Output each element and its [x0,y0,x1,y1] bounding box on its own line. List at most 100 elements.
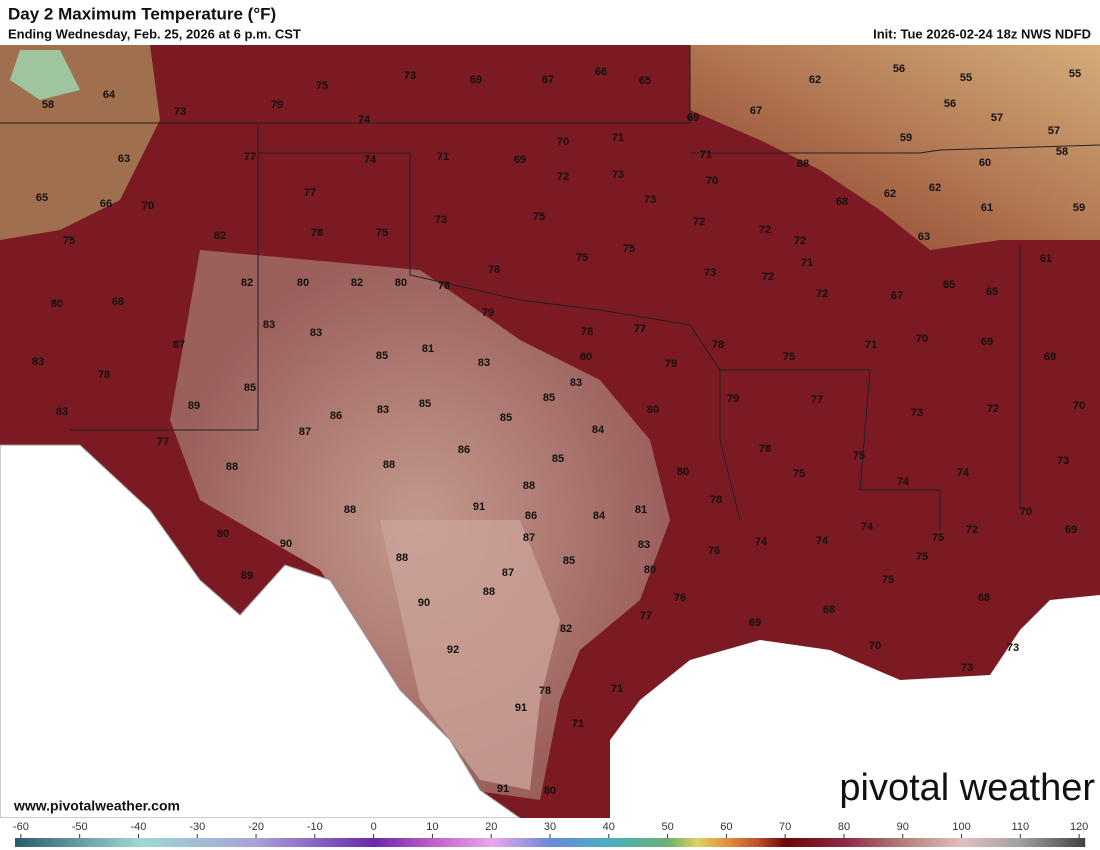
temperature-label: 86 [330,410,342,422]
colorbar-cell [289,838,292,847]
temperature-label: 88 [396,552,408,564]
colorbar-cell [961,838,964,847]
colorbar-cell [649,838,652,847]
colorbar-cell [523,838,526,847]
temperature-label: 82 [560,623,572,635]
colorbar-cell [1035,838,1038,847]
colorbar-cell [697,838,700,847]
colorbar-cell [879,838,882,847]
colorbar-cell [691,838,694,847]
colorbar-cell [835,838,838,847]
colorbar-cell [345,838,348,847]
temperature-label: 84 [593,510,606,522]
colorbar-cell [429,838,432,847]
colorbar-cell [1017,838,1020,847]
colorbar-cell [399,838,402,847]
colorbar-cell [631,838,634,847]
colorbar-cell [843,838,846,847]
colorbar-cell [367,838,370,847]
colorbar-cell [421,838,424,847]
colorbar-cell [547,838,550,847]
temperature-label: 79 [482,307,494,319]
temperature-label: 70 [557,136,569,148]
temperature-label: 83 [263,319,275,331]
colorbar-cell [789,838,792,847]
colorbar-cell [401,838,404,847]
colorbar-cell [1065,838,1068,847]
temperature-label: 80 [677,466,689,478]
colorbar-cell [1079,838,1082,847]
temperature-label: 78 [581,326,593,338]
colorbar-cell [91,838,94,847]
colorbar-cell [931,838,934,847]
colorbar-cell [415,838,418,847]
colorbar-cell [657,838,660,847]
colorbar-cell [775,838,778,847]
colorbar-cell [625,838,628,847]
temperature-label: 75 [853,450,865,462]
temperature-label: 72 [794,235,806,247]
colorbar-cell [601,838,604,847]
colorbar-cell [717,838,720,847]
colorbar-cell [913,838,916,847]
colorbar-cell [803,838,806,847]
colorbar-cell [199,838,202,847]
colorbar-cell [1003,838,1006,847]
temperature-label: 79 [271,99,283,111]
temperature-label: 77 [157,436,169,448]
colorbar-cell [545,838,548,847]
colorbar-cell [899,838,902,847]
colorbar-cell [133,838,136,847]
temperature-label: 86 [458,444,470,456]
colorbar-cell [747,838,750,847]
colorbar-cell [579,838,582,847]
temperature-label: 83 [377,404,389,416]
temperature-label: 72 [816,288,828,300]
colorbar-cell [437,838,440,847]
temperature-label: 75 [63,235,75,247]
colorbar-cell [503,838,506,847]
colorbar-cell [815,838,818,847]
colorbar-cell [607,838,610,847]
colorbar-cell [801,838,804,847]
colorbar-cell [577,838,580,847]
colorbar-cell [369,838,372,847]
colorbar-cell [943,838,946,847]
colorbar-cell [375,838,378,847]
colorbar-cell [383,838,386,847]
colorbar-cell [453,838,456,847]
colorbar-cell [567,838,570,847]
colorbar-cell [793,838,796,847]
temperature-label: 91 [497,783,509,795]
temperature-label: 77 [640,610,652,622]
colorbar-cell [433,838,436,847]
colorbar-cell [95,838,98,847]
colorbar-tick-label: 0 [371,821,377,833]
temperature-label: 88 [483,586,495,598]
colorbar-cell [255,838,258,847]
colorbar-cell [409,838,412,847]
colorbar-cell [799,838,802,847]
colorbar-cell [483,838,486,847]
colorbar-cell [537,838,540,847]
colorbar-cell [177,838,180,847]
temperature-label: 74 [861,521,874,533]
colorbar-cell [455,838,458,847]
colorbar-cell [1083,838,1086,847]
colorbar-cell [193,838,196,847]
colorbar-cell [253,838,256,847]
colorbar-cell [167,838,170,847]
colorbar-cell [951,838,954,847]
colorbar-cell [629,838,632,847]
colorbar-cell [875,838,878,847]
temperature-label: 73 [612,169,624,181]
colorbar-cell [37,838,40,847]
temperature-label: 69 [470,74,482,86]
colorbar-cell [113,838,116,847]
colorbar-cell [149,838,152,847]
colorbar-cell [613,838,616,847]
northeast-cool-region [690,45,1100,250]
colorbar-cell [671,838,674,847]
colorbar-cell [293,838,296,847]
colorbar-cell [1057,838,1060,847]
